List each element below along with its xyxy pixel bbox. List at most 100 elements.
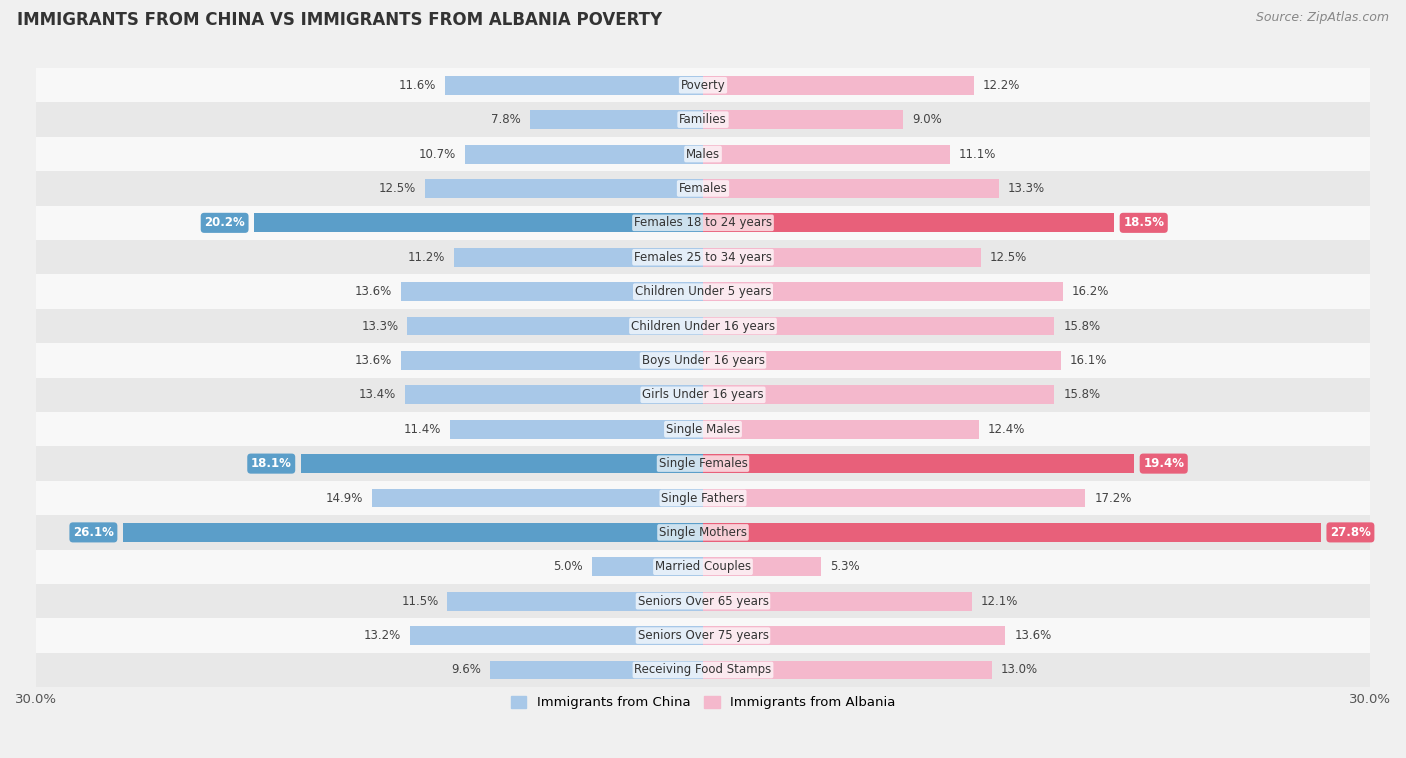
Text: 11.1%: 11.1% <box>959 148 995 161</box>
Text: Poverty: Poverty <box>681 79 725 92</box>
Bar <box>37 412 1369 446</box>
Bar <box>703 145 950 164</box>
Text: Seniors Over 75 years: Seniors Over 75 years <box>637 629 769 642</box>
Text: 9.0%: 9.0% <box>912 113 942 126</box>
Bar <box>703 351 1062 370</box>
Text: Single Mothers: Single Mothers <box>659 526 747 539</box>
Text: 13.6%: 13.6% <box>354 354 392 367</box>
Text: 12.2%: 12.2% <box>983 79 1021 92</box>
Legend: Immigrants from China, Immigrants from Albania: Immigrants from China, Immigrants from A… <box>505 691 901 715</box>
Text: 12.1%: 12.1% <box>981 595 1018 608</box>
Text: 13.2%: 13.2% <box>363 629 401 642</box>
Bar <box>703 523 1322 542</box>
Bar <box>408 317 703 336</box>
Bar <box>37 171 1369 205</box>
Bar <box>703 317 1054 336</box>
Bar <box>530 110 703 129</box>
Bar <box>37 343 1369 377</box>
Text: 13.0%: 13.0% <box>1001 663 1038 676</box>
Bar <box>703 489 1085 507</box>
Bar <box>254 214 703 232</box>
Text: Children Under 5 years: Children Under 5 years <box>634 285 772 298</box>
Bar <box>401 282 703 301</box>
Text: 12.4%: 12.4% <box>987 423 1025 436</box>
Text: Single Females: Single Females <box>658 457 748 470</box>
Text: Children Under 16 years: Children Under 16 years <box>631 320 775 333</box>
Bar <box>703 214 1115 232</box>
Text: 13.6%: 13.6% <box>1014 629 1052 642</box>
Bar <box>37 274 1369 309</box>
Bar <box>703 592 972 611</box>
Text: 19.4%: 19.4% <box>1143 457 1184 470</box>
Bar <box>454 248 703 267</box>
Bar <box>703 420 979 439</box>
Bar <box>37 584 1369 619</box>
Text: IMMIGRANTS FROM CHINA VS IMMIGRANTS FROM ALBANIA POVERTY: IMMIGRANTS FROM CHINA VS IMMIGRANTS FROM… <box>17 11 662 30</box>
Bar <box>703 557 821 576</box>
Bar <box>405 385 703 404</box>
Text: 11.2%: 11.2% <box>408 251 446 264</box>
Bar <box>122 523 703 542</box>
Text: 7.8%: 7.8% <box>491 113 520 126</box>
Bar <box>703 248 981 267</box>
Bar <box>465 145 703 164</box>
Text: 15.8%: 15.8% <box>1063 320 1101 333</box>
Bar <box>703 660 993 679</box>
Text: Married Couples: Married Couples <box>655 560 751 573</box>
Text: 20.2%: 20.2% <box>204 216 245 230</box>
Bar <box>371 489 703 507</box>
Text: 18.5%: 18.5% <box>1123 216 1164 230</box>
Bar <box>703 454 1135 473</box>
Bar <box>703 282 1063 301</box>
Bar <box>703 179 998 198</box>
Bar <box>37 550 1369 584</box>
Text: 12.5%: 12.5% <box>990 251 1026 264</box>
Text: Single Males: Single Males <box>666 423 740 436</box>
Text: Seniors Over 65 years: Seniors Over 65 years <box>637 595 769 608</box>
Bar <box>401 351 703 370</box>
Bar <box>703 385 1054 404</box>
Text: Families: Families <box>679 113 727 126</box>
Bar <box>703 76 974 95</box>
Bar <box>37 481 1369 515</box>
Text: 13.6%: 13.6% <box>354 285 392 298</box>
Text: 18.1%: 18.1% <box>250 457 291 470</box>
Text: 12.5%: 12.5% <box>380 182 416 195</box>
Bar <box>37 446 1369 481</box>
Text: 11.4%: 11.4% <box>404 423 440 436</box>
Bar <box>409 626 703 645</box>
Bar <box>37 240 1369 274</box>
Text: 5.3%: 5.3% <box>830 560 859 573</box>
Text: 26.1%: 26.1% <box>73 526 114 539</box>
Text: 11.5%: 11.5% <box>401 595 439 608</box>
Text: 16.1%: 16.1% <box>1070 354 1108 367</box>
Text: 13.3%: 13.3% <box>1008 182 1045 195</box>
Bar <box>425 179 703 198</box>
Bar <box>703 626 1005 645</box>
Text: 27.8%: 27.8% <box>1330 526 1371 539</box>
Bar <box>446 76 703 95</box>
Text: Girls Under 16 years: Girls Under 16 years <box>643 388 763 401</box>
Text: Receiving Food Stamps: Receiving Food Stamps <box>634 663 772 676</box>
Bar <box>37 515 1369 550</box>
Text: 15.8%: 15.8% <box>1063 388 1101 401</box>
Bar <box>447 592 703 611</box>
Text: 5.0%: 5.0% <box>554 560 583 573</box>
Bar <box>37 68 1369 102</box>
Text: Source: ZipAtlas.com: Source: ZipAtlas.com <box>1256 11 1389 24</box>
Text: Males: Males <box>686 148 720 161</box>
Bar <box>301 454 703 473</box>
Bar <box>592 557 703 576</box>
Text: Single Fathers: Single Fathers <box>661 491 745 505</box>
Bar <box>37 377 1369 412</box>
Text: Boys Under 16 years: Boys Under 16 years <box>641 354 765 367</box>
Text: 16.2%: 16.2% <box>1071 285 1109 298</box>
Bar <box>37 619 1369 653</box>
Bar <box>37 205 1369 240</box>
Text: 13.3%: 13.3% <box>361 320 398 333</box>
Text: Females: Females <box>679 182 727 195</box>
Bar <box>37 309 1369 343</box>
Text: Females 25 to 34 years: Females 25 to 34 years <box>634 251 772 264</box>
Bar <box>37 653 1369 688</box>
Text: 10.7%: 10.7% <box>419 148 456 161</box>
